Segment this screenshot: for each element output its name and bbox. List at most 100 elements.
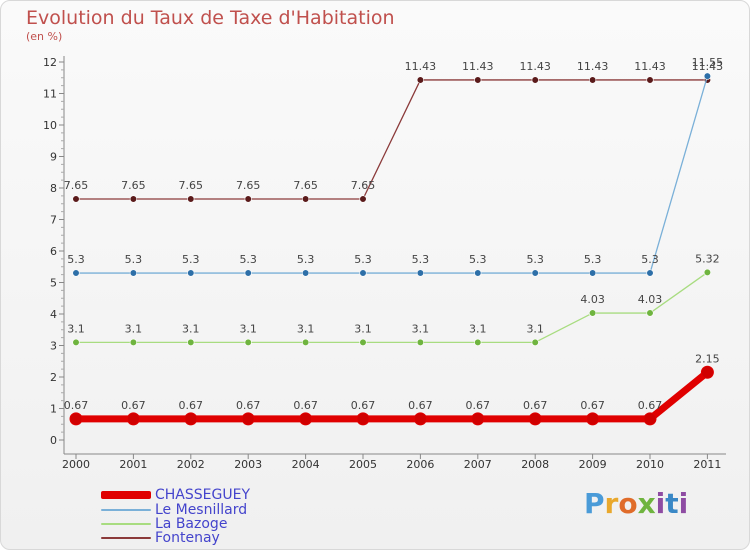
data-point xyxy=(302,338,310,346)
data-label: 3.1 xyxy=(67,322,85,335)
chart-title: Evolution du Taux de Taxe d'Habitation xyxy=(26,7,395,29)
y-tick-label: 4 xyxy=(50,308,57,321)
data-point xyxy=(416,76,425,84)
data-point xyxy=(528,412,542,426)
y-tick-label: 2 xyxy=(50,371,57,384)
data-point xyxy=(586,412,600,426)
data-point xyxy=(356,412,370,426)
data-point xyxy=(359,195,367,203)
data-label: 0.67 xyxy=(408,399,433,412)
data-point xyxy=(703,268,712,277)
x-tick-label: 2004 xyxy=(292,458,320,471)
x-tick-label: 2000 xyxy=(62,458,90,471)
y-tick-label: 10 xyxy=(43,119,57,132)
data-point xyxy=(244,195,252,203)
chart-subtitle: (en %) xyxy=(26,30,63,43)
data-label: 3.1 xyxy=(182,322,200,335)
data-point xyxy=(531,338,539,346)
legend-label: Fontenay xyxy=(155,530,220,546)
data-label: 0.67 xyxy=(236,399,261,412)
y-tick-label: 0 xyxy=(50,434,57,447)
series-line xyxy=(76,75,709,274)
data-label: 5.3 xyxy=(641,253,659,266)
x-tick-label: 2006 xyxy=(406,458,434,471)
data-label: 11.43 xyxy=(692,60,724,73)
data-label: 3.1 xyxy=(526,322,544,335)
data-label: 11.43 xyxy=(577,60,609,73)
data-point xyxy=(72,195,80,203)
y-tick-label: 5 xyxy=(50,277,57,290)
data-point xyxy=(588,76,597,84)
data-label: 0.67 xyxy=(64,399,89,412)
data-point xyxy=(588,309,597,317)
data-label: 5.3 xyxy=(297,253,315,266)
data-point xyxy=(129,195,137,203)
x-tick-label: 2007 xyxy=(464,458,492,471)
data-point xyxy=(359,338,367,346)
data-label: 11.43 xyxy=(519,60,551,73)
data-point xyxy=(187,338,195,346)
data-label: 5.3 xyxy=(412,253,430,266)
data-label: 5.3 xyxy=(182,253,200,266)
data-point xyxy=(241,412,255,426)
data-point xyxy=(474,338,482,346)
data-label: 7.65 xyxy=(293,179,318,192)
data-label: 5.3 xyxy=(239,253,257,266)
legend-item: CHASSEGUEY xyxy=(101,487,250,503)
y-tick-label: 8 xyxy=(50,182,57,195)
x-tick-label: 2003 xyxy=(234,458,262,471)
y-tick-label: 3 xyxy=(50,340,57,353)
data-point xyxy=(474,76,482,84)
legend-swatch xyxy=(101,537,151,539)
series-line xyxy=(76,271,708,344)
data-point xyxy=(416,269,425,277)
data-point xyxy=(302,269,310,277)
data-point xyxy=(413,412,427,426)
y-tick-label: 1 xyxy=(50,403,57,416)
data-point xyxy=(646,309,654,317)
data-point xyxy=(126,412,140,426)
legend-item: Fontenay xyxy=(101,530,220,546)
data-point xyxy=(471,412,485,426)
data-label: 3.1 xyxy=(469,322,487,335)
data-label: 11.55 xyxy=(692,56,724,69)
data-point xyxy=(359,269,367,277)
data-label: 3.1 xyxy=(125,322,143,335)
legend-label: CHASSEGUEY xyxy=(155,487,250,503)
data-point xyxy=(643,412,657,426)
data-label: 11.43 xyxy=(405,60,437,73)
data-point xyxy=(646,269,654,277)
data-label: 11.43 xyxy=(634,60,666,73)
data-label: 3.1 xyxy=(354,322,372,335)
data-label: 0.67 xyxy=(293,399,318,412)
data-point xyxy=(299,412,313,426)
data-point xyxy=(646,76,654,84)
data-point xyxy=(244,338,252,346)
data-label: 11.43 xyxy=(462,60,494,73)
data-label: 5.3 xyxy=(469,253,487,266)
data-label: 0.67 xyxy=(121,399,146,412)
data-label: 0.67 xyxy=(179,399,204,412)
data-point xyxy=(474,269,482,277)
data-label: 0.67 xyxy=(523,399,548,412)
data-point xyxy=(531,76,539,84)
data-point xyxy=(700,365,714,379)
y-tick-label: 12 xyxy=(43,56,57,69)
y-tick-label: 9 xyxy=(50,151,57,164)
data-label: 2.15 xyxy=(695,352,720,365)
legend-swatch xyxy=(101,491,151,499)
data-point xyxy=(416,338,425,346)
data-point xyxy=(703,72,712,80)
x-tick-label: 2005 xyxy=(349,458,377,471)
x-tick-label: 2009 xyxy=(579,458,607,471)
data-label: 0.67 xyxy=(638,399,663,412)
data-point xyxy=(129,338,137,346)
y-tick-label: 6 xyxy=(50,245,57,258)
x-tick-label: 2008 xyxy=(521,458,549,471)
data-label: 3.1 xyxy=(239,322,257,335)
data-label: 4.03 xyxy=(580,293,605,306)
data-label: 5.3 xyxy=(526,253,544,266)
series-line xyxy=(76,369,710,423)
data-point xyxy=(588,269,597,277)
legend-label: La Bazoge xyxy=(155,516,228,532)
